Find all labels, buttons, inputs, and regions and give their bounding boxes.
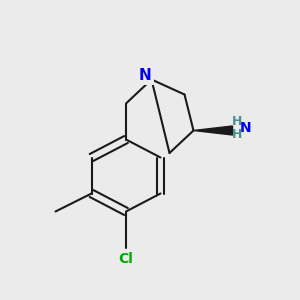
- Text: H: H: [232, 128, 242, 141]
- Text: H: H: [232, 115, 242, 128]
- Text: N: N: [139, 68, 152, 83]
- Text: N: N: [240, 121, 252, 134]
- Text: Cl: Cl: [118, 252, 134, 266]
- Polygon shape: [194, 126, 232, 135]
